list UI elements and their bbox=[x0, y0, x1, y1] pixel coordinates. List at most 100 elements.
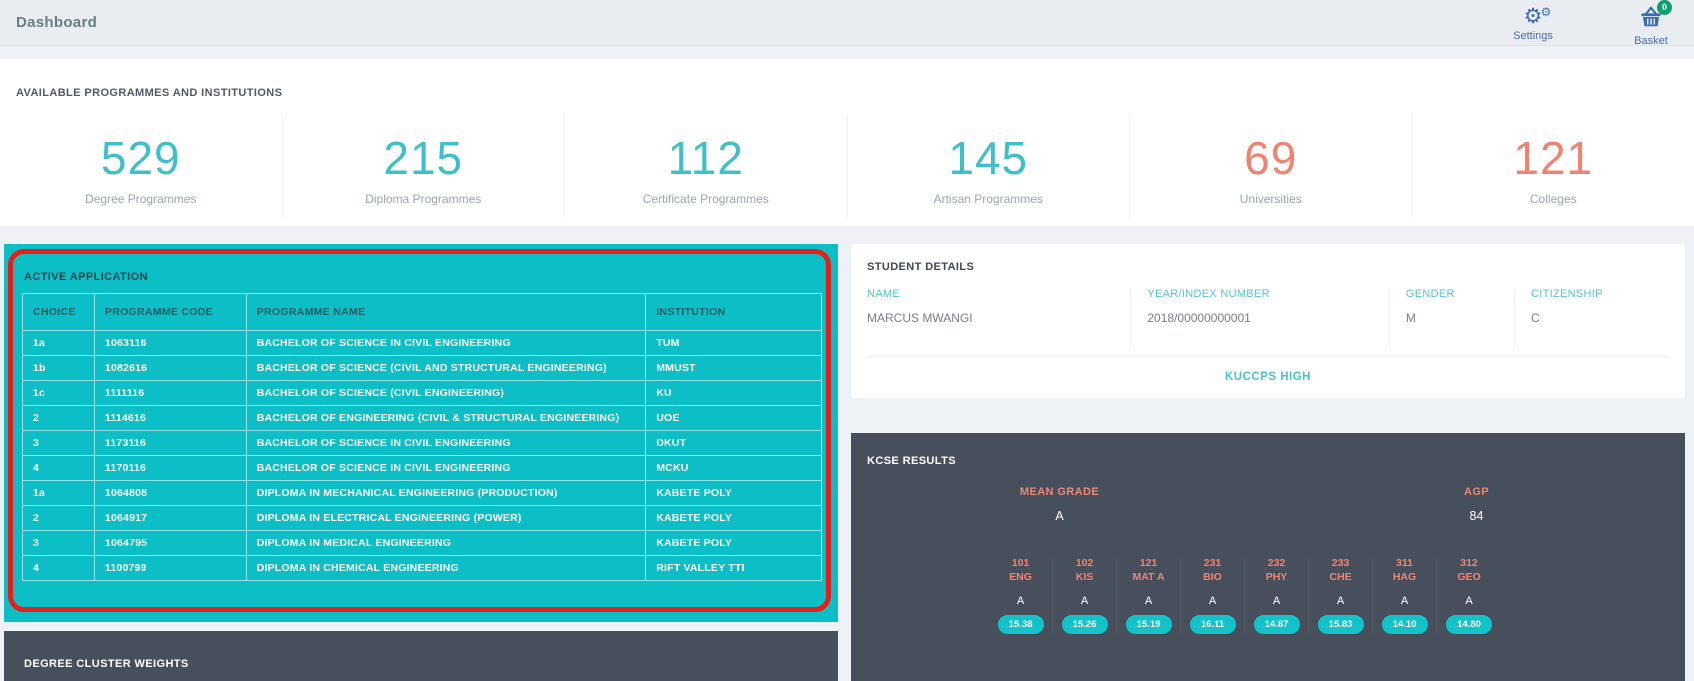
table-header-cell: INSTITUTION bbox=[645, 293, 822, 331]
mean-grade-value: A bbox=[1055, 509, 1064, 523]
subject-grade: A bbox=[1080, 595, 1089, 608]
table-cell: KABETE POLY bbox=[645, 505, 822, 531]
settings-label: Settings bbox=[1513, 30, 1553, 42]
table-row: 4 1100799 DIPLOMA IN CHEMICAL ENGINEERING R… bbox=[22, 555, 822, 581]
subject-abbr: GEO bbox=[1457, 570, 1481, 583]
table-row: 2 1114616 BACHELOR OF ENGINEERING (CIVIL &… bbox=[22, 405, 822, 431]
stat-value: 529 bbox=[100, 132, 181, 184]
table-cell: KABETE POLY bbox=[645, 530, 822, 556]
stats-row: 529 Degree Programmes 215 Diploma Programme… bbox=[0, 115, 1694, 218]
degree-cluster-weights-heading: DEGREE CLUSTER WEIGHTS bbox=[24, 658, 189, 670]
subject-points-pill: 15.19 bbox=[1125, 615, 1172, 635]
field-value: 2018/00000000001 bbox=[1147, 311, 1251, 325]
table-cell: 1082616 bbox=[93, 355, 247, 381]
top-bar: Dashboard ⚙ ⚙ Settings 0 Basket bbox=[0, 0, 1694, 47]
stat-label: Diploma Programmes bbox=[365, 192, 482, 206]
settings-button[interactable]: ⚙ ⚙ Settings bbox=[1502, 4, 1564, 47]
stat-item: 69 Universities bbox=[1130, 115, 1413, 218]
table-cell: 4 bbox=[22, 455, 95, 481]
table-cell: BACHELOR OF SCIENCE (CIVIL ENGINEERING) bbox=[245, 380, 647, 406]
mean-grade-label: MEAN GRADE bbox=[1019, 486, 1100, 498]
table-row: 1a 1064808 DIPLOMA IN MECHANICAL ENGINEERI… bbox=[22, 480, 822, 506]
active-application-heading: ACTIVE APPLICATION bbox=[24, 271, 148, 283]
table-body: 1a 1063116 BACHELOR OF SCIENCE IN CIVIL EN… bbox=[22, 330, 822, 581]
field-value: C bbox=[1531, 311, 1540, 325]
table-cell: 1b bbox=[22, 355, 95, 381]
field-label: NAME bbox=[867, 288, 900, 300]
settings-gear-small-icon: ⚙ bbox=[1540, 5, 1552, 19]
table-cell: RIFT VALLEY TTI bbox=[645, 555, 822, 581]
subject-points-pill: 14.87 bbox=[1253, 615, 1300, 635]
table-header-cell: CHOICE bbox=[22, 293, 95, 331]
available-programmes-card: AVAILABLE PROGRAMMES AND INSTITUTIONS 52… bbox=[0, 59, 1694, 226]
basket-badge: 0 bbox=[1657, 0, 1672, 15]
subject-grade: A bbox=[1465, 595, 1473, 608]
table-cell: DIPLOMA IN CHEMICAL ENGINEERING bbox=[245, 555, 647, 581]
field-value: M bbox=[1405, 311, 1416, 325]
table-header-cell: PROGRAMME NAME bbox=[245, 293, 647, 331]
table-cell: DIPLOMA IN MECHANICAL ENGINEERING (PRODU… bbox=[245, 480, 647, 506]
subject-code: 231 bbox=[1203, 557, 1222, 569]
stat-label: Colleges bbox=[1529, 192, 1577, 206]
student-field: NAME MARCUS MWANGI bbox=[851, 288, 1130, 348]
table-cell: BACHELOR OF SCIENCE (CIVIL AND STRUCTURA… bbox=[245, 355, 647, 381]
agp-label: AGP bbox=[1463, 486, 1490, 498]
table-cell: 2 bbox=[22, 505, 95, 531]
settings-gear-icon: ⚙ ⚙ bbox=[1524, 4, 1552, 30]
table-cell: BACHELOR OF SCIENCE IN CIVIL ENGINEERING bbox=[245, 430, 647, 456]
student-field: YEAR/INDEX NUMBER 2018/00000000001 bbox=[1130, 288, 1389, 348]
agp-value: 84 bbox=[1469, 509, 1484, 523]
stat-item: 529 Degree Programmes bbox=[0, 115, 283, 218]
agp-block: AGP 84 bbox=[1268, 486, 1685, 523]
student-fields: NAME MARCUS MWANGI YEAR/INDEX NUMBER 2018/0… bbox=[851, 288, 1685, 348]
field-label: CITIZENSHIP bbox=[1531, 288, 1603, 300]
kcse-results-panel: KCSE RESULTS MEAN GRADE A AGP 84 101 ENG A… bbox=[851, 433, 1685, 681]
student-school-link[interactable]: KUCCPS HIGH bbox=[1224, 371, 1311, 383]
subject-code: 101 bbox=[1011, 557, 1030, 569]
table-cell: 2 bbox=[22, 405, 95, 431]
stat-label: Certificate Programmes bbox=[642, 192, 769, 206]
table-row: 3 1173116 BACHELOR OF SCIENCE IN CIVIL ENG… bbox=[22, 430, 822, 456]
table-head: CHOICE PROGRAMME CODE PROGRAMME NAME INSTIT… bbox=[22, 293, 822, 331]
subject-points-pill: 16.11 bbox=[1189, 615, 1236, 635]
table-cell: 1c bbox=[22, 380, 95, 406]
table-cell: BACHELOR OF ENGINEERING (CIVIL & STRUCTU… bbox=[245, 405, 647, 431]
table-cell: DIPLOMA IN ELECTRICAL ENGINEERING (POWER… bbox=[245, 505, 647, 531]
table-cell: 3 bbox=[22, 430, 95, 456]
table-cell: 1170116 bbox=[93, 455, 247, 481]
active-application-panel: ACTIVE APPLICATION CHOICE PROGRAMME CODE P… bbox=[4, 244, 838, 622]
subject-abbr: HAG bbox=[1392, 570, 1417, 583]
subject-code: 232 bbox=[1267, 557, 1286, 569]
table-cell: BACHELOR OF SCIENCE IN CIVIL ENGINEERING bbox=[245, 330, 647, 356]
subject-points-pill: 14.80 bbox=[1446, 615, 1492, 635]
active-application-table: CHOICE PROGRAMME CODE PROGRAMME NAME INSTIT… bbox=[22, 293, 822, 581]
subject-abbr: ENG bbox=[1009, 570, 1032, 583]
subject-grade: A bbox=[1144, 595, 1153, 608]
stat-item: 145 Artisan Programmes bbox=[848, 115, 1130, 218]
table-cell: 1064808 bbox=[93, 480, 247, 506]
stat-value: 215 bbox=[383, 132, 464, 184]
subject-code: 233 bbox=[1331, 557, 1350, 569]
subject-points-pill: 15.38 bbox=[997, 615, 1044, 635]
table-cell: 1064917 bbox=[93, 505, 247, 531]
stat-value: 145 bbox=[948, 132, 1029, 184]
kcse-subject: 232 PHY A 14.87 bbox=[1245, 557, 1309, 635]
table-row: 1a 1063116 BACHELOR OF SCIENCE IN CIVIL EN… bbox=[22, 330, 822, 356]
subject-abbr: CHE bbox=[1329, 570, 1352, 583]
subject-grade: A bbox=[1016, 595, 1025, 608]
table-cell: 1a bbox=[22, 330, 95, 356]
stat-value: 69 bbox=[1244, 132, 1298, 184]
student-details-card: STUDENT DETAILS NAME MARCUS MWANGI YEAR/IN… bbox=[851, 244, 1685, 398]
student-divider bbox=[867, 356, 1669, 357]
subject-grade: A bbox=[1400, 595, 1409, 608]
subject-points-pill: 15.26 bbox=[1061, 615, 1108, 635]
basket-icon: 0 bbox=[1638, 0, 1672, 30]
kcse-subject: 311 HAG A 14.10 bbox=[1373, 557, 1437, 635]
table-cell: TUM bbox=[645, 330, 822, 356]
table-cell: 1a bbox=[22, 480, 95, 506]
subject-code: 102 bbox=[1075, 557, 1094, 569]
basket-button[interactable]: 0 Basket bbox=[1620, 0, 1682, 47]
student-details-heading: STUDENT DETAILS bbox=[867, 261, 975, 273]
kcse-subject: 233 CHE A 15.83 bbox=[1309, 557, 1373, 635]
kcse-subject: 121 MAT A A 15.19 bbox=[1117, 557, 1181, 635]
